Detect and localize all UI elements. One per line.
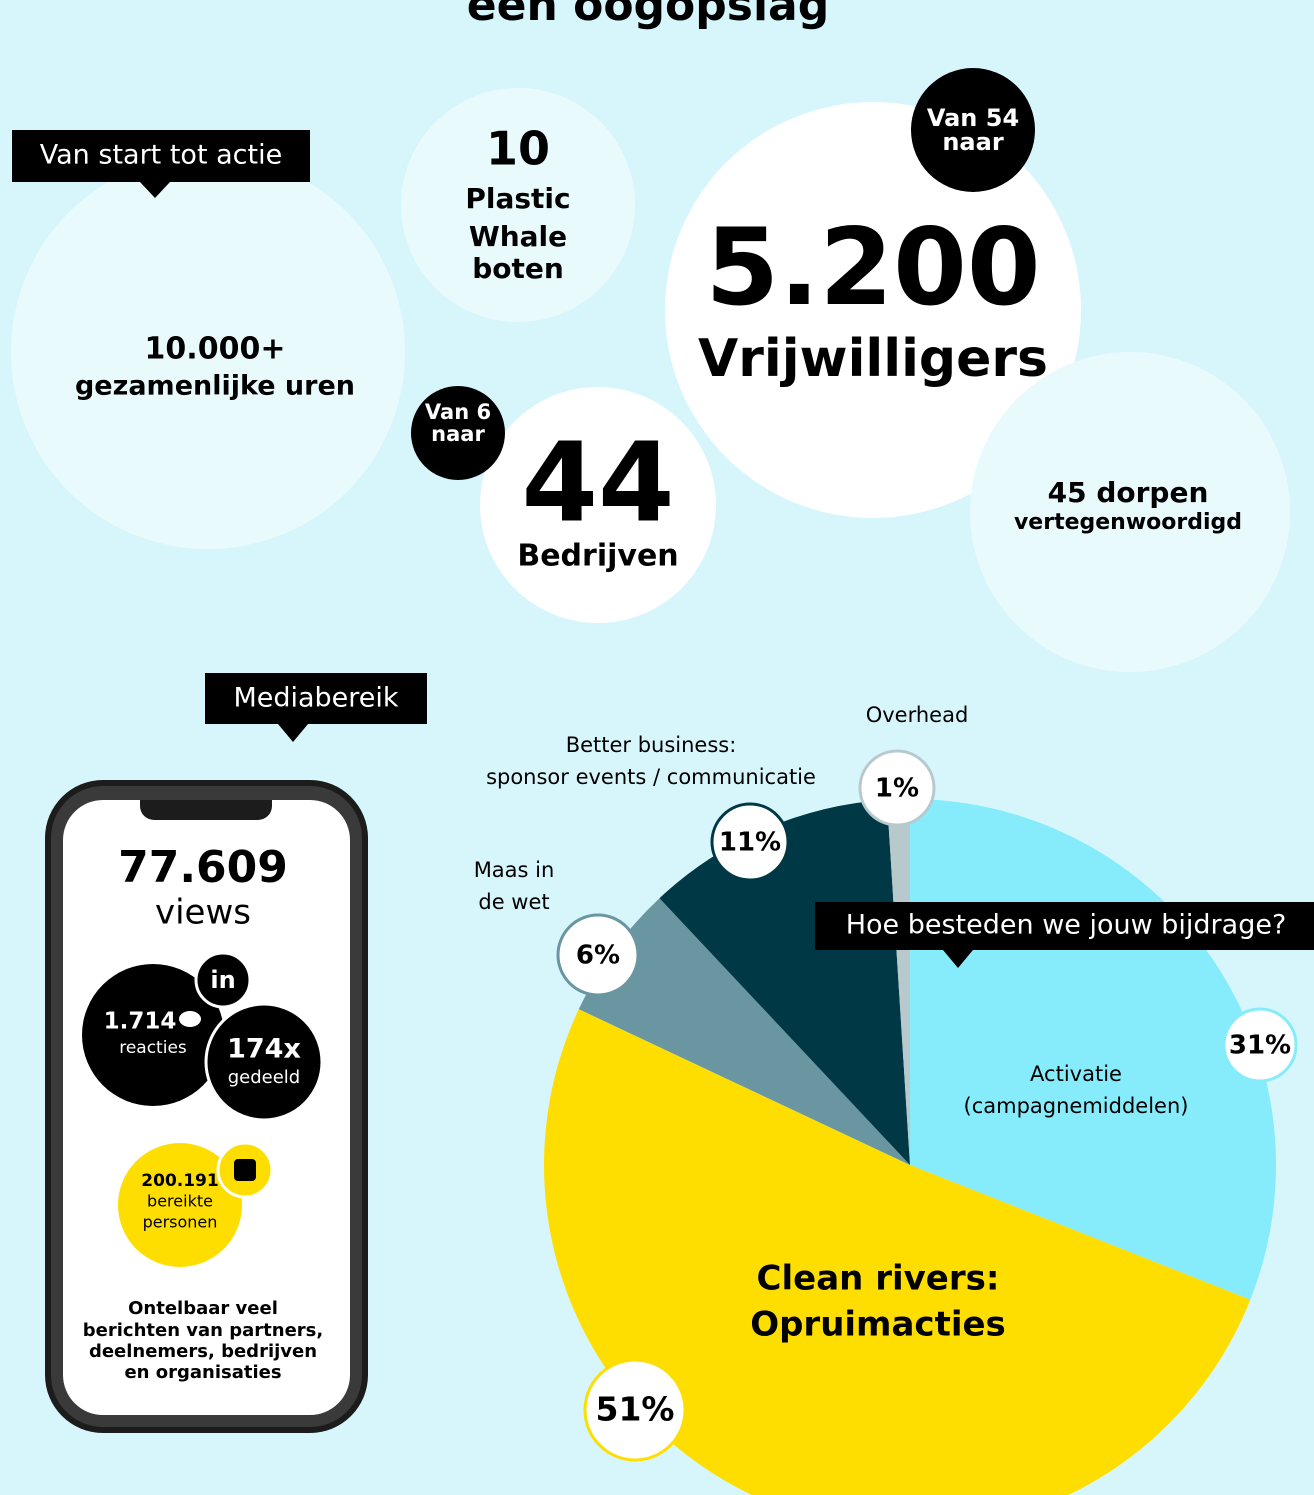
circle xyxy=(665,102,1081,518)
page-title: een oogopslag xyxy=(467,0,829,31)
pointer xyxy=(140,182,170,198)
bubble xyxy=(118,1143,242,1267)
chart-title: Hoe besteden we jouw bijdrage? xyxy=(846,910,1287,941)
category-label: (campagnemiddelen) xyxy=(964,1094,1189,1118)
category-label: Better business: xyxy=(566,733,737,757)
stat-text: Plastic xyxy=(465,182,570,215)
stat-text: Vrijwilligers xyxy=(698,329,1048,389)
label-box xyxy=(815,902,1314,950)
value-badge xyxy=(858,749,936,827)
facebook-icon xyxy=(234,1159,256,1181)
linkedin-badge xyxy=(194,951,252,1009)
badge-text: naar xyxy=(942,128,1003,156)
note: en organisaties xyxy=(124,1362,281,1383)
label-box xyxy=(12,130,310,182)
pointer xyxy=(943,950,973,968)
circle xyxy=(480,387,716,623)
badge-text: Van 54 xyxy=(927,104,1019,132)
value-label: 11% xyxy=(719,828,781,858)
category-label: Overhead xyxy=(866,703,969,727)
notch xyxy=(140,800,272,820)
stat-number: 77.609 xyxy=(118,842,288,893)
section-label: Mediabereik xyxy=(233,683,398,714)
badge-text: naar xyxy=(431,422,485,446)
comment-icon xyxy=(179,1011,201,1027)
category-label: sponsor events / communicatie xyxy=(486,765,816,789)
stat-text: views xyxy=(155,893,251,933)
stat-number: 200.191 xyxy=(141,1171,218,1191)
stat-number: 45 dorpen xyxy=(1048,476,1209,509)
value-label: 6% xyxy=(576,941,620,971)
bubble xyxy=(204,1002,324,1122)
note: deelnemers, bedrijven xyxy=(89,1341,317,1362)
note: berichten van partners, xyxy=(83,1320,323,1341)
stat-number: 44 xyxy=(521,418,674,546)
value-badge xyxy=(583,1358,687,1462)
note: Ontelbaar veel xyxy=(128,1298,278,1319)
stat-text: vertegenwoordigd xyxy=(1014,510,1242,535)
pie-slice xyxy=(887,799,910,1165)
category-label: Clean rivers: xyxy=(757,1259,1000,1299)
category-label: Activatie xyxy=(1030,1062,1122,1086)
stat-text: boten xyxy=(472,252,564,285)
circle xyxy=(401,88,635,322)
category-label: de wet xyxy=(478,890,549,914)
value-label: 1% xyxy=(875,774,919,804)
badge xyxy=(411,386,505,480)
value-label: 51% xyxy=(596,1390,675,1429)
stat-text: gezamenlijke uren xyxy=(75,371,355,402)
stat-number: 5.200 xyxy=(705,206,1040,329)
circle xyxy=(11,155,405,549)
pointer xyxy=(278,724,308,742)
pie-slice xyxy=(659,799,910,1165)
stat-number: 174x xyxy=(227,1034,301,1065)
value-badge xyxy=(710,802,790,882)
category-label: Opruimacties xyxy=(750,1305,1006,1345)
section-label: Van start tot actie xyxy=(40,140,282,171)
stat-number: 10 xyxy=(486,122,550,176)
stat-text: Whale xyxy=(469,220,567,253)
stat-number: 1.714 xyxy=(104,1009,177,1035)
circles xyxy=(11,68,1290,672)
phone-screen xyxy=(63,800,350,1415)
circle xyxy=(970,352,1290,672)
value-label: 31% xyxy=(1229,1031,1291,1061)
stat-text: gedeeld xyxy=(228,1067,301,1088)
stat-text: bereikte xyxy=(147,1192,213,1211)
stat-number: 10.000+ xyxy=(145,332,286,367)
stat-text: Bedrijven xyxy=(517,539,678,574)
icon-text: in xyxy=(210,966,235,994)
pie-slice xyxy=(544,1009,1251,1495)
label-box xyxy=(205,673,427,724)
badge-text: Van 6 xyxy=(425,400,491,424)
value-badge xyxy=(1222,1007,1298,1083)
bubble xyxy=(82,964,224,1106)
phone xyxy=(45,780,368,1433)
pie-slice xyxy=(578,898,910,1165)
stat-text: reacties xyxy=(119,1038,187,1058)
stat-text: personen xyxy=(143,1213,218,1232)
badge xyxy=(911,68,1035,192)
category-label: Maas in xyxy=(474,858,555,882)
value-badge xyxy=(556,913,640,997)
